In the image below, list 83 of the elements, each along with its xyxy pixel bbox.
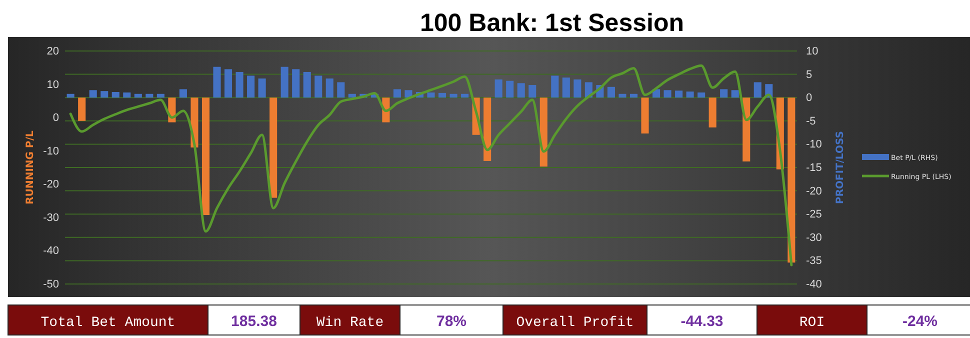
bar xyxy=(270,98,278,198)
bar xyxy=(202,98,210,216)
bar xyxy=(551,76,559,98)
y-tick-label: -20 xyxy=(43,178,59,191)
chart-title: 100 Bank: 1st Session xyxy=(420,9,684,37)
y-tick-label: -50 xyxy=(43,278,59,291)
y2-tick-label: 5 xyxy=(806,68,812,81)
text: Total Bet Amount xyxy=(40,315,176,331)
bar xyxy=(675,90,683,98)
y2-tick-label: -25 xyxy=(806,208,822,221)
bar xyxy=(100,91,108,98)
bar xyxy=(247,76,255,98)
y-tick-label: -10 xyxy=(43,145,59,158)
bar xyxy=(630,94,638,98)
bar xyxy=(179,89,187,98)
y2-tick-label: -15 xyxy=(806,162,822,174)
y2-tick-label: -10 xyxy=(806,138,822,151)
bar xyxy=(461,94,469,98)
bar xyxy=(326,78,334,98)
bar xyxy=(788,98,796,263)
bar xyxy=(540,98,548,167)
y2-tick-label: -20 xyxy=(806,185,822,198)
bar xyxy=(754,82,762,98)
line-series xyxy=(69,64,793,266)
bar xyxy=(698,92,706,98)
bar xyxy=(574,79,582,98)
bar xyxy=(393,89,401,98)
text: ROI xyxy=(799,315,825,331)
bar xyxy=(427,92,435,98)
y2-tick-label: 10 xyxy=(806,46,818,58)
y2-axis-title: PROFIT/LOSS xyxy=(835,130,846,204)
bar xyxy=(146,94,154,98)
y2-tick-label: -35 xyxy=(806,255,822,268)
bar xyxy=(720,89,728,98)
bar xyxy=(303,72,311,98)
bar xyxy=(686,92,694,98)
text: Overall Profit xyxy=(516,315,634,331)
bar xyxy=(641,98,649,134)
bar xyxy=(213,66,221,98)
bar xyxy=(258,78,266,98)
y-tick-label: 20 xyxy=(46,46,59,58)
bar xyxy=(607,86,615,98)
y-tick-label: -40 xyxy=(43,245,59,258)
bar xyxy=(664,90,672,98)
bar xyxy=(731,90,739,98)
bar xyxy=(438,92,446,98)
bar xyxy=(224,69,232,98)
text: 185.38 xyxy=(231,313,277,330)
bar xyxy=(236,72,244,98)
y2-tick-label: -40 xyxy=(806,278,822,291)
bar xyxy=(123,92,131,98)
bar xyxy=(280,66,288,98)
bar xyxy=(404,90,412,98)
bar xyxy=(134,94,142,98)
y-tick-label: 10 xyxy=(46,78,59,91)
y2-tick-label: 0 xyxy=(806,92,812,104)
y2-tick-label: -5 xyxy=(806,115,816,128)
bar xyxy=(708,98,716,128)
text: -24% xyxy=(902,313,938,330)
bar xyxy=(292,69,300,98)
y-axis-title: RUNNING P/L xyxy=(25,130,36,204)
bar xyxy=(66,94,74,98)
bar xyxy=(156,94,164,98)
bar xyxy=(450,94,458,98)
bar xyxy=(506,80,514,98)
bar xyxy=(89,90,97,98)
bar xyxy=(484,98,492,161)
y-tick-label: -30 xyxy=(43,212,59,224)
bar xyxy=(112,92,120,98)
bar xyxy=(314,76,322,98)
text: 78% xyxy=(436,313,467,330)
bar xyxy=(528,85,536,98)
bar xyxy=(562,78,570,98)
text: -44.33 xyxy=(680,313,724,330)
bar xyxy=(517,83,525,98)
text: Win Rate xyxy=(316,315,384,331)
bar xyxy=(618,94,626,98)
y2-tick-label: -30 xyxy=(806,232,822,244)
bar xyxy=(337,82,345,98)
y-tick-label: 0 xyxy=(52,112,59,124)
bar xyxy=(494,79,502,98)
bar xyxy=(742,98,750,162)
bar xyxy=(78,98,86,121)
